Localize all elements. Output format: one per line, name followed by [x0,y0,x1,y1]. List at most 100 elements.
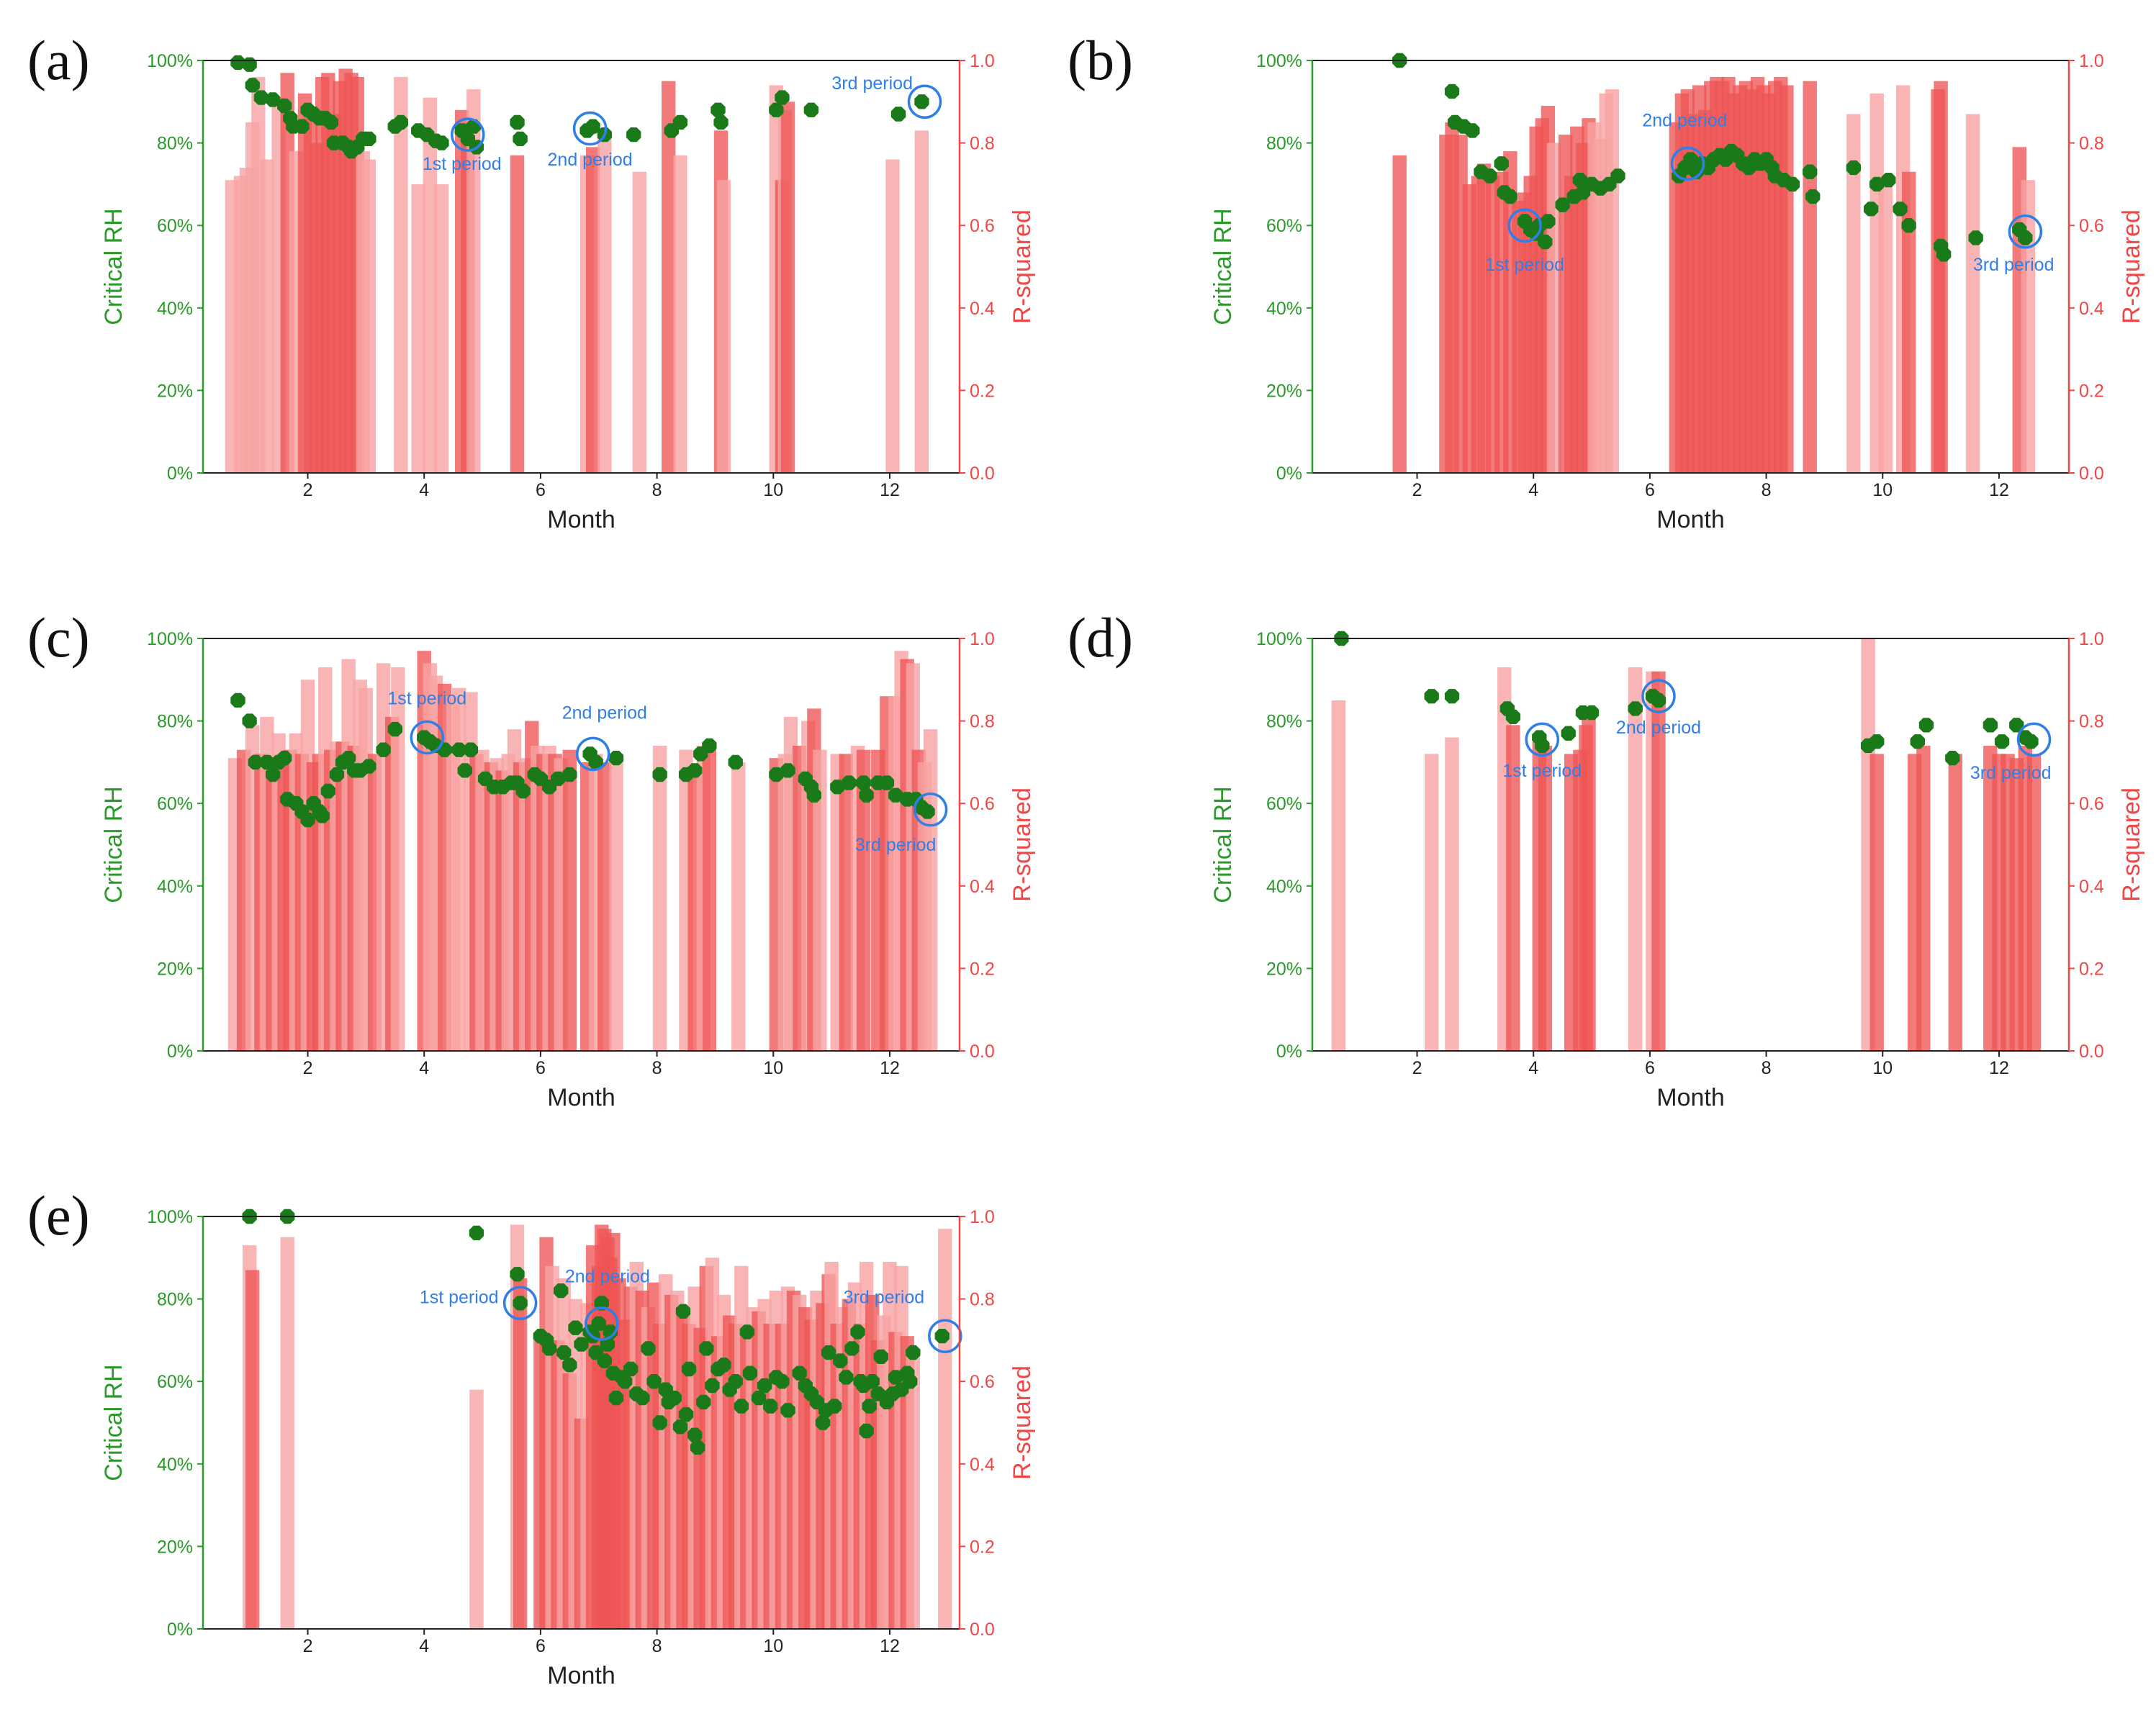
critical-rh-point [551,771,566,786]
r-squared-bar [632,171,646,473]
critical-rh-point [513,1296,528,1311]
critical-rh-point [259,754,275,770]
panel-label: (e) [27,1184,90,1247]
critical-rh-point [608,1391,624,1406]
r-squared-bar [562,749,577,1051]
critical-rh-point [510,1267,525,1282]
right-y-tick-label: 1.0 [970,51,995,71]
critical-rh-point [742,1365,758,1381]
critical-rh-point [1538,235,1553,250]
left-y-tick-label: 20% [157,1537,193,1557]
period-circle [1641,679,1676,713]
critical-rh-point [920,804,935,819]
r-squared-bar [1878,184,1893,473]
x-axis-title: Month [547,1662,615,1689]
r-squared-bar [245,1270,260,1629]
r-squared-bar [1934,81,1948,474]
critical-rh-point [242,57,257,72]
r-squared-bar [597,135,612,473]
critical-rh-point [769,102,784,117]
critical-rh-point [903,1374,918,1389]
left-y-tick-label: 80% [157,134,193,154]
critical-rh-point [341,751,356,766]
r-squared-bar [1869,754,1884,1051]
critical-rh-point [1983,718,1998,733]
r-squared-bar [731,762,746,1051]
r-squared-bar [452,687,466,1051]
left-y-tick-label: 80% [157,1290,193,1310]
critical-rh-point [734,1399,749,1414]
right-y-tick-label: 1.0 [2079,629,2104,649]
critical-rh-point [1555,197,1570,212]
critical-rh-point [1444,83,1460,99]
left-y-axis-title: Critical RH [100,208,127,325]
x-tick-label: 6 [536,480,546,500]
left-y-tick-label: 0% [1276,1042,1302,1062]
period-circle [2016,722,2052,757]
critical-rh-point [678,1406,694,1422]
critical-rh-point [600,1337,615,1352]
r-squared-bar [1965,114,1980,473]
critical-rh-point [780,1403,795,1418]
critical-rh-point [315,808,330,823]
critical-rh-point [574,1337,589,1352]
right-y-tick-label: 0.8 [970,1290,995,1310]
panel-label: (d) [1068,606,1133,669]
critical-rh-point [434,135,449,150]
critical-rh-point [1502,189,1517,204]
critical-rh-point [1465,123,1480,138]
panel-label: (c) [27,606,90,669]
left-y-tick-label: 100% [147,51,193,71]
left-y-tick-label: 20% [1266,959,1302,979]
x-tick-label: 8 [652,480,662,500]
r-squared-bar [885,159,900,473]
critical-rh-point [230,55,245,70]
r-squared-bar [1948,754,1962,1051]
period-annotation: 3rd period [855,835,937,855]
right-y-tick-label: 0.4 [2079,299,2104,319]
right-y-tick-label: 0.2 [970,1537,995,1557]
critical-rh-point [646,1374,662,1389]
critical-rh-point [1610,168,1625,184]
r-squared-bar [1392,155,1407,474]
period-annotation: 3rd period [1970,763,2052,783]
chart-panel: (b) 1st period 2nd period 3rd period 2 4 6 8 10 1… [1068,29,2145,533]
critical-rh-point [792,1365,807,1381]
right-y-tick-label: 0.2 [970,959,995,979]
critical-rh-point [618,1374,633,1389]
critical-rh-point [888,1370,903,1385]
r-squared-bar [1425,754,1439,1051]
critical-rh-point [608,751,624,766]
critical-rh-point [1945,751,1960,766]
critical-rh-point [556,1345,572,1360]
critical-rh-point [862,1399,877,1414]
right-y-tick-label: 0.0 [2079,464,2104,484]
critical-rh-point [1901,218,1916,233]
r-squared-bar [411,184,425,473]
period-circle [913,792,948,827]
r-squared-bar [906,1348,920,1629]
x-tick-label: 4 [419,480,429,500]
right-y-tick-label: 0.6 [2079,216,2104,236]
critical-rh-point [641,1341,656,1356]
critical-rh-point [294,119,310,134]
critical-rh-point [323,114,338,130]
period-circle [1507,208,1542,243]
critical-rh-point [1785,176,1800,192]
critical-rh-point [510,114,525,130]
critical-rh-point [1918,718,1934,733]
critical-rh-point [541,1341,557,1356]
x-tick-label: 4 [419,1636,429,1656]
period-circle [1670,146,1705,181]
right-y-tick-label: 0.0 [2079,1042,2104,1062]
x-tick-label: 6 [1645,1058,1655,1078]
period-circle [2008,214,2043,249]
critical-rh-point [562,767,577,782]
period-annotation: 3rd period [844,1287,925,1307]
critical-rh-point [361,131,376,146]
critical-rh-point [463,742,479,757]
right-y-tick-label: 0.6 [970,1372,995,1392]
r-squared-bar [1916,746,1931,1051]
critical-rh-point [329,767,345,782]
